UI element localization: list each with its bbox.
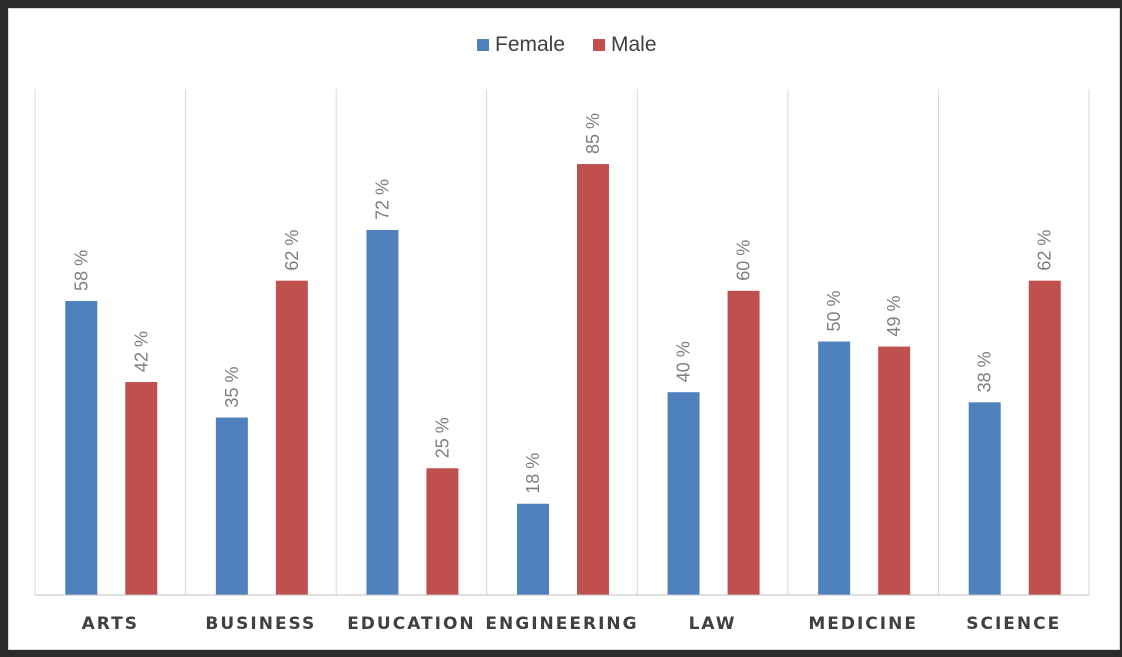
bar-female-education [366,229,399,595]
bar-male-education [426,468,459,595]
bar-female-science [968,402,1001,595]
data-label-male-education: 25 % [432,417,452,458]
category-label-arts: ARTS [82,614,139,634]
data-label-female-business: 35 % [222,367,242,408]
category-gridlines [34,89,1090,595]
bar-marks [65,164,1061,596]
legend-label-male: Male [611,33,657,56]
bar-female-business [215,417,248,595]
category-label-business: BUSINESS [205,614,316,634]
category-label-engineering: ENGINEERING [485,614,638,634]
data-label-female-law: 40 % [674,341,694,382]
legend-swatch-male [593,39,605,51]
bar-male-science [1028,280,1061,595]
bar-male-law [727,290,760,595]
legend-swatch-female [477,39,489,51]
category-label-medicine: MEDICINE [808,614,918,634]
legend: Female Male [477,33,657,56]
data-label-male-medicine: 49 % [884,296,904,337]
data-label-female-education: 72 % [372,179,392,220]
bar-female-medicine [818,341,851,595]
bar-male-business [275,280,308,595]
category-label-education: EDUCATION [347,614,475,634]
category-labels: ARTS BUSINESS EDUCATION ENGINEERING LAW MEDIC… [82,614,1061,634]
data-labels: 58 % 42 % 35 % 62 % 72 % 25 % 18 % 85 % 40 % 60 %… [71,113,1054,494]
chart-frame: 58 % 42 % 35 % 62 % 72 % 25 % 18 % 85 % 40 % 60 %… [8,8,1120,650]
bar-male-medicine [878,346,911,595]
bar-female-arts [65,300,98,595]
bar-female-engineering [517,503,549,595]
data-label-female-engineering: 18 % [523,453,543,494]
bar-female-law [667,392,700,595]
bar-male-engineering [577,164,609,596]
data-label-female-science: 38 % [975,351,995,392]
data-label-female-arts: 58 % [71,250,91,291]
legend-label-female: Female [495,33,565,56]
bar-chart: 58 % 42 % 35 % 62 % 72 % 25 % 18 % 85 % 40 % 60 %… [34,33,1090,634]
data-label-male-engineering: 85 % [583,113,603,154]
data-label-male-business: 62 % [282,230,302,271]
category-label-science: SCIENCE [966,614,1061,634]
category-label-law: LAW [689,614,737,634]
data-label-male-law: 60 % [734,240,754,281]
data-label-female-medicine: 50 % [824,290,844,331]
data-label-male-science: 62 % [1035,230,1055,271]
bar-male-arts [125,382,158,595]
data-label-male-arts: 42 % [131,331,151,372]
